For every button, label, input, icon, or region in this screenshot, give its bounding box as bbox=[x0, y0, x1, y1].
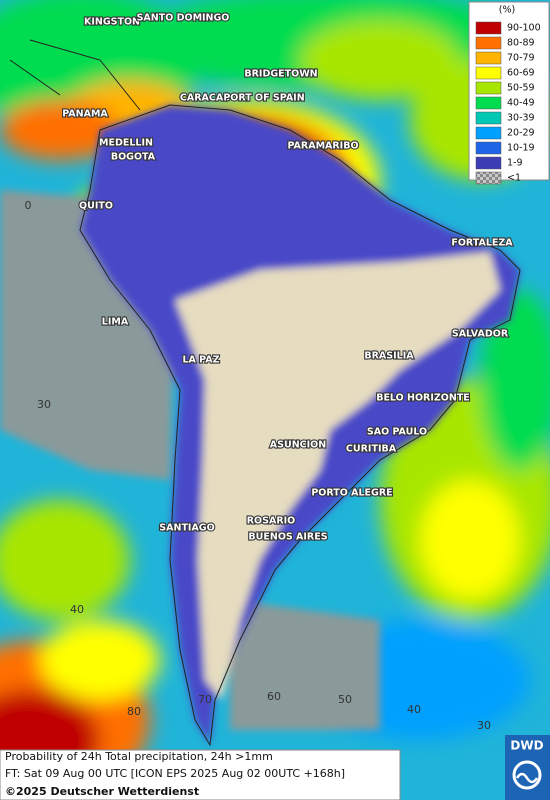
city-label: BOGOTA bbox=[111, 152, 156, 163]
footer-box bbox=[0, 749, 401, 800]
legend-swatch bbox=[475, 156, 502, 170]
city-label: CARACAS bbox=[180, 93, 230, 104]
legend-label: 30-39 bbox=[507, 113, 535, 124]
legend-swatch bbox=[475, 111, 502, 125]
legend-label: 20-29 bbox=[507, 128, 535, 139]
grid-label: 40 bbox=[407, 703, 421, 716]
logo-text: DWD bbox=[510, 739, 543, 753]
legend-swatch bbox=[475, 141, 502, 155]
legend-swatch bbox=[475, 66, 502, 80]
city-label: SALVADOR bbox=[452, 329, 509, 340]
city-label: SANTIAGO bbox=[159, 523, 214, 534]
footer-line: FT: Sat 09 Aug 00 UTC [ICON EPS 2025 Aug… bbox=[5, 767, 345, 780]
legend-label: 60-69 bbox=[507, 68, 535, 79]
legend-label: 50-59 bbox=[507, 83, 535, 94]
city-label: BUENOS AIRES bbox=[248, 532, 327, 543]
grid-label: 40 bbox=[70, 603, 84, 616]
city-label: BELO HORIZONTE bbox=[376, 393, 470, 404]
city-label: KINGSTON bbox=[84, 17, 140, 28]
legend-label: 40-49 bbox=[507, 98, 535, 109]
city-label: LIMA bbox=[102, 317, 129, 328]
grid-label: 70 bbox=[198, 693, 212, 706]
coastline bbox=[79, 104, 521, 747]
grid-label: 60 bbox=[267, 690, 281, 703]
city-label: CURITIBA bbox=[346, 444, 397, 455]
logo-icon bbox=[512, 760, 542, 790]
city-label: SANTO DOMINGO bbox=[137, 13, 230, 24]
legend-label: 90-100 bbox=[507, 23, 541, 34]
city-label: QUITO bbox=[79, 201, 113, 212]
city-label: LA PAZ bbox=[182, 355, 219, 366]
legend-swatch bbox=[475, 51, 502, 65]
grid-label: 30 bbox=[37, 398, 51, 411]
coastline bbox=[9, 39, 141, 111]
legend-swatch bbox=[475, 21, 502, 35]
grid-label: 50 bbox=[338, 693, 352, 706]
dry-areas bbox=[0, 105, 520, 745]
legend-swatch bbox=[475, 171, 502, 185]
legend-label: 1-9 bbox=[507, 158, 523, 169]
grid-label: 30 bbox=[477, 719, 491, 732]
city-label: ROSARIO bbox=[247, 516, 296, 527]
city-label: PANAMA bbox=[62, 109, 108, 120]
legend-swatch bbox=[475, 96, 502, 110]
legend-label: 10-19 bbox=[507, 143, 535, 154]
legend-label: 70-79 bbox=[507, 53, 535, 64]
legend-swatch bbox=[475, 126, 502, 140]
city-label: BRASILIA bbox=[364, 351, 414, 362]
legend-swatch bbox=[475, 36, 502, 50]
footer-line: Probability of 24h Total precipitation, … bbox=[5, 750, 273, 763]
city-label: BRIDGETOWN bbox=[244, 69, 317, 80]
logo-icon bbox=[515, 772, 539, 784]
city-label: PORTO ALEGRE bbox=[311, 488, 392, 499]
legend-swatch bbox=[475, 81, 502, 95]
city-label: SAO PAULO bbox=[367, 427, 427, 438]
grid-label: 80 bbox=[127, 705, 141, 718]
city-label: MEDELLIN bbox=[99, 138, 153, 149]
city-label: ASUNCION bbox=[270, 440, 326, 451]
legend-title: (%) bbox=[499, 5, 515, 16]
city-label: FORTALEZA bbox=[451, 238, 513, 249]
grid-label: 0 bbox=[25, 199, 32, 212]
legend-label: 80-89 bbox=[507, 38, 535, 49]
legend-label: <1 bbox=[507, 173, 521, 184]
city-label: PARAMARIBO bbox=[287, 141, 358, 152]
footer-line: ©2025 Deutscher Wetterdienst bbox=[5, 785, 199, 798]
city-label: PORT OF SPAIN bbox=[223, 93, 304, 104]
